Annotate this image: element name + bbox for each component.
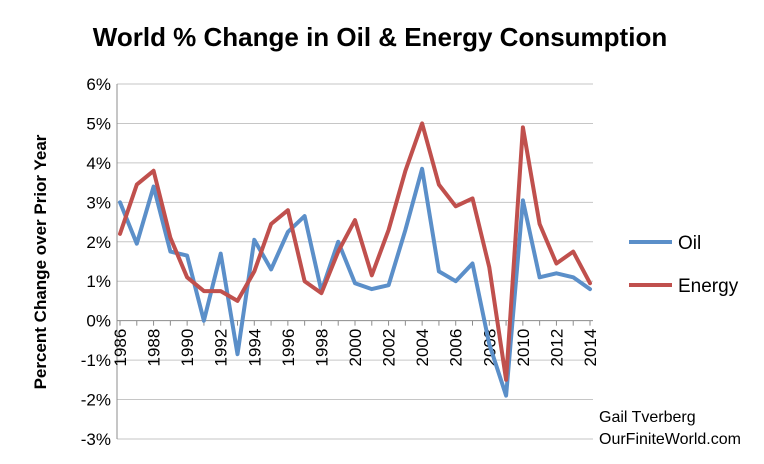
legend-label: Energy bbox=[678, 276, 739, 297]
y-tick-label: 4% bbox=[86, 154, 111, 173]
y-tick-label: 5% bbox=[86, 114, 111, 133]
x-tick-labels: 1986 1988 1990 1992 1994 1996 1998 2000 2002 2004… bbox=[111, 329, 600, 367]
x-tick-label: 2012 bbox=[547, 329, 566, 367]
x-tick-label: 2004 bbox=[413, 329, 432, 367]
y-tick-label: 1% bbox=[86, 272, 111, 291]
x-tick-label: 1990 bbox=[178, 329, 197, 367]
x-tick-label: 2000 bbox=[346, 329, 365, 367]
x-tick-label: 2014 bbox=[581, 329, 600, 367]
x-tick-label: 1986 bbox=[111, 329, 130, 367]
credit-line: OurFiniteWorld.com bbox=[599, 431, 741, 448]
series-line-oil bbox=[118, 166, 592, 398]
series-lines bbox=[118, 121, 592, 398]
y-tick-label: 0% bbox=[86, 312, 111, 331]
x-tick-label: 2006 bbox=[447, 329, 466, 367]
x-tick-label: 1992 bbox=[212, 329, 231, 367]
legend-label: Oil bbox=[678, 233, 701, 254]
x-tick-label: 2002 bbox=[380, 329, 399, 367]
y-tick-label: -3% bbox=[81, 430, 111, 449]
y-tick-label: 6% bbox=[86, 75, 111, 94]
y-tick-labels: -3% -2% -1% 0% 1% 2% 3% 4% 5% 6% bbox=[81, 75, 111, 449]
x-tick-label: 1998 bbox=[312, 329, 331, 367]
x-tick-label: 1994 bbox=[245, 329, 264, 367]
credit-annotation: Gail Tverberg OurFiniteWorld.com bbox=[599, 409, 741, 448]
y-tick-label: -1% bbox=[81, 351, 111, 370]
x-tick-label: 2010 bbox=[514, 329, 533, 367]
series-line-energy bbox=[118, 121, 592, 382]
gridlines bbox=[117, 83, 593, 440]
y-tick-label: 2% bbox=[86, 233, 111, 252]
y-tick-label: -2% bbox=[81, 391, 111, 410]
credit-line: Gail Tverberg bbox=[599, 409, 696, 426]
y-axis-label: Percent Change over Prior Year bbox=[31, 134, 50, 389]
x-tick-label: 1988 bbox=[145, 329, 164, 367]
x-tick-label: 1996 bbox=[279, 329, 298, 367]
legend: Oil Energy bbox=[629, 233, 739, 297]
chart-title: World % Change in Oil & Energy Consumpti… bbox=[93, 22, 667, 52]
y-tick-label: 3% bbox=[86, 193, 111, 212]
